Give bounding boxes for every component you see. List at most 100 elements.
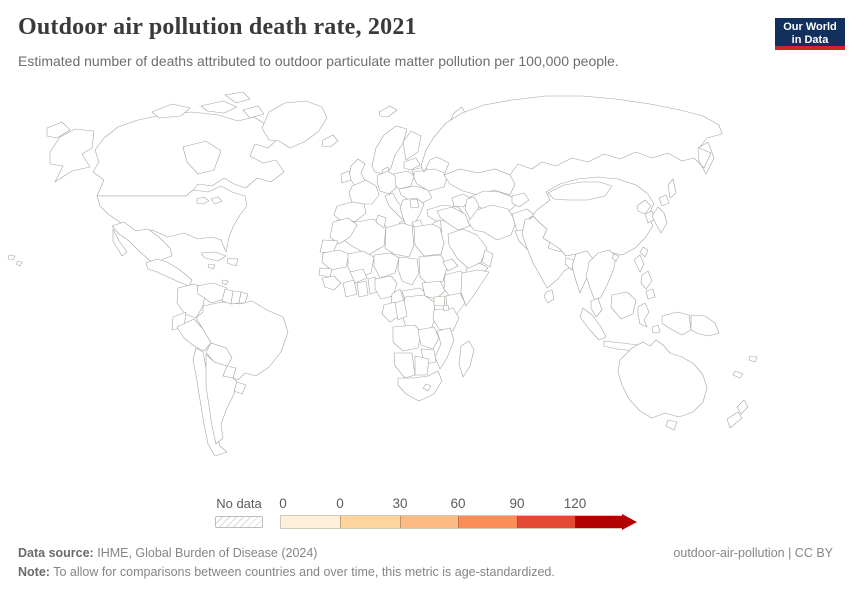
country-svalbard[interactable]: [378, 105, 398, 118]
country-mexico[interactable]: [111, 221, 173, 267]
country-ireland[interactable]: [340, 170, 352, 184]
country-north-korea[interactable]: [636, 199, 652, 215]
country-congo[interactable]: [394, 299, 408, 321]
country-serbia[interactable]: [409, 198, 420, 209]
country-central-europe[interactable]: [398, 185, 433, 204]
country-cuba[interactable]: [200, 251, 227, 262]
country-venezuela[interactable]: [196, 282, 228, 304]
country-indonesia-sumatra[interactable]: [579, 307, 607, 341]
country-kazakhstan[interactable]: [443, 168, 516, 196]
country-finland[interactable]: [402, 130, 422, 161]
country-niger[interactable]: [373, 252, 400, 279]
country-tunisia[interactable]: [375, 214, 387, 229]
country-taiwan[interactable]: [639, 246, 649, 258]
country-hispaniola[interactable]: [226, 257, 239, 267]
country-norway-sweden[interactable]: [371, 125, 408, 175]
country-tasmania[interactable]: [665, 419, 678, 431]
country-jamaica[interactable]: [207, 263, 216, 270]
legend-bin-4[interactable]: [517, 516, 575, 528]
country-hawaii[interactable]: [7, 254, 23, 267]
country-zambia[interactable]: [417, 326, 440, 350]
country-peru[interactable]: [176, 318, 212, 352]
country-french-guiana[interactable]: [238, 291, 249, 304]
country-burkina-faso[interactable]: [349, 268, 368, 284]
country-argentina[interactable]: [205, 353, 238, 445]
country-south-africa[interactable]: [397, 370, 443, 402]
legend-bar[interactable]: [280, 515, 623, 529]
country-sudan[interactable]: [418, 254, 448, 287]
country-saudi-arabia[interactable]: [447, 228, 488, 270]
country-greenland[interactable]: [261, 100, 328, 149]
country-borneo[interactable]: [610, 291, 637, 320]
legend-bin-5[interactable]: [575, 516, 622, 528]
country-kyrgyzstan-tajikistan[interactable]: [511, 192, 530, 208]
footer-note: Note: To allow for comparisons between c…: [18, 565, 555, 579]
country-germany[interactable]: [376, 170, 397, 195]
country-spain-portugal[interactable]: [333, 201, 367, 224]
country-madagascar[interactable]: [458, 340, 475, 378]
country-trinidad[interactable]: [221, 279, 229, 286]
footer-note-text: To allow for comparisons between countri…: [53, 565, 555, 579]
country-australia[interactable]: [617, 339, 708, 419]
country-lesotho[interactable]: [422, 383, 432, 392]
legend-no-data-label: No data: [216, 496, 262, 511]
legend-no-data-swatch[interactable]: [215, 516, 263, 528]
country-japan[interactable]: [651, 194, 670, 234]
country-egypt[interactable]: [413, 223, 445, 257]
country-mauritania[interactable]: [321, 249, 350, 271]
country-cote-divoire[interactable]: [342, 279, 358, 298]
country-baltic-states[interactable]: [403, 157, 421, 171]
country-morocco[interactable]: [329, 217, 358, 245]
country-canada[interactable]: [92, 111, 285, 197]
country-libya[interactable]: [384, 222, 415, 258]
country-papua-new-guinea[interactable]: [690, 314, 720, 337]
country-mongolia[interactable]: [547, 181, 613, 201]
country-central-america[interactable]: [145, 258, 193, 287]
country-indonesia-papua[interactable]: [661, 311, 692, 336]
country-eritrea[interactable]: [442, 258, 459, 272]
country-russia-chukotka[interactable]: [46, 121, 71, 139]
country-ghana[interactable]: [356, 280, 369, 298]
country-philippines[interactable]: [633, 254, 656, 300]
legend-bin-3[interactable]: [458, 516, 517, 528]
country-alaska[interactable]: [49, 128, 95, 183]
legend-bin-0[interactable]: [281, 516, 340, 528]
country-canada-arctic-islands[interactable]: [151, 91, 265, 119]
country-iran[interactable]: [467, 204, 517, 241]
country-namibia[interactable]: [393, 352, 416, 379]
footer-credit-link[interactable]: outdoor-air-pollution | CC BY: [673, 546, 833, 560]
country-mozambique[interactable]: [434, 327, 455, 370]
country-france[interactable]: [348, 179, 380, 205]
country-senegal[interactable]: [318, 267, 333, 278]
country-indonesia-moluccas[interactable]: [651, 324, 661, 334]
country-tanzania[interactable]: [432, 307, 460, 332]
country-botswana[interactable]: [414, 355, 430, 376]
legend-tick-label: 120: [563, 496, 587, 511]
owid-logo[interactable]: Our World in Data: [775, 18, 845, 50]
legend-tick: [400, 516, 401, 528]
country-iceland[interactable]: [321, 134, 339, 148]
country-somalia[interactable]: [460, 269, 490, 307]
country-guinea[interactable]: [321, 275, 342, 291]
country-uruguay[interactable]: [233, 381, 247, 395]
country-new-zealand[interactable]: [726, 399, 749, 429]
country-fiji[interactable]: [748, 355, 758, 363]
country-malaysia[interactable]: [590, 297, 603, 318]
country-hainan[interactable]: [611, 253, 620, 262]
country-new-caledonia[interactable]: [732, 370, 744, 379]
country-indochina[interactable]: [585, 249, 617, 302]
country-gabon[interactable]: [381, 301, 399, 323]
legend-bin-1[interactable]: [340, 516, 400, 528]
country-ukraine[interactable]: [413, 168, 449, 192]
country-bangladesh[interactable]: [564, 257, 575, 271]
country-south-sudan[interactable]: [421, 280, 446, 300]
legend-bin-2[interactable]: [400, 516, 458, 528]
country-chad[interactable]: [397, 256, 420, 286]
country-indonesia-sulawesi[interactable]: [637, 302, 650, 328]
country-syria-iraq[interactable]: [436, 206, 471, 231]
country-uganda[interactable]: [433, 295, 446, 307]
country-oman[interactable]: [481, 249, 494, 268]
country-myanmar[interactable]: [571, 250, 594, 294]
country-angola[interactable]: [392, 324, 422, 352]
country-sri-lanka[interactable]: [543, 289, 555, 304]
